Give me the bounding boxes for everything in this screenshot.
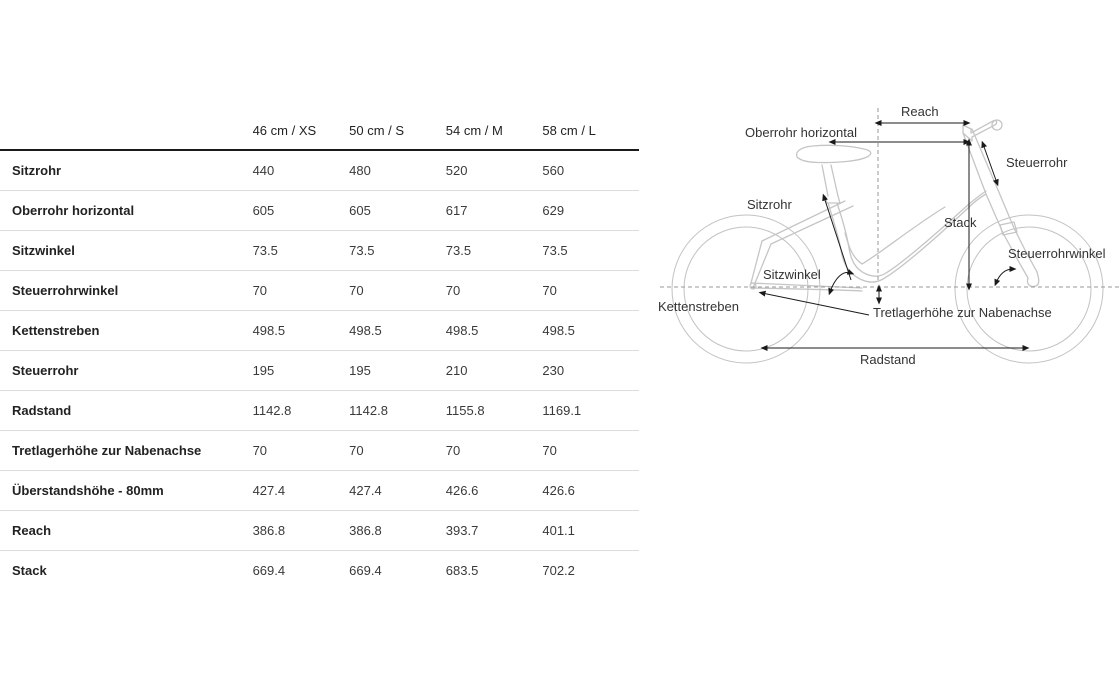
- svg-text:Steuerrohrwinkel: Steuerrohrwinkel: [1008, 246, 1106, 261]
- svg-text:Kettenstreben: Kettenstreben: [658, 299, 739, 314]
- svg-text:Reach: Reach: [901, 104, 939, 119]
- svg-text:Steuerrohr: Steuerrohr: [1006, 155, 1068, 170]
- svg-text:Tretlagerhöhe zur Nabenachse: Tretlagerhöhe zur Nabenachse: [873, 305, 1052, 320]
- svg-text:Stack: Stack: [944, 215, 977, 230]
- svg-text:Sitzwinkel: Sitzwinkel: [763, 267, 821, 282]
- svg-text:Radstand: Radstand: [860, 352, 916, 367]
- svg-text:Sitzrohr: Sitzrohr: [747, 197, 792, 212]
- svg-text:Oberrohr horizontal: Oberrohr horizontal: [745, 125, 857, 140]
